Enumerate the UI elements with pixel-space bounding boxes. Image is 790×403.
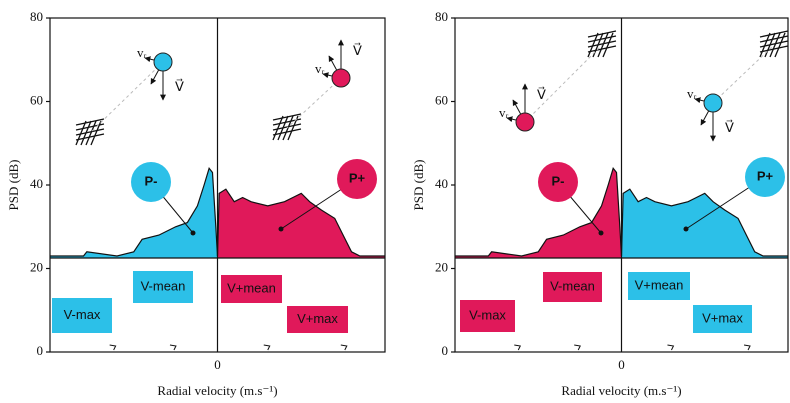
pointer-dot — [278, 226, 284, 232]
y-tick-label: 40 — [30, 176, 43, 191]
hatch — [85, 120, 97, 146]
hatch — [759, 32, 771, 58]
particle-badge — [745, 157, 785, 197]
spectrum-line — [216, 188, 385, 257]
dotted-path — [89, 61, 164, 134]
velocity-label: V+mean — [227, 280, 276, 295]
y-axis-label: PSD (dB) — [6, 160, 21, 211]
particle-label: P+ — [757, 168, 774, 183]
hatch — [759, 45, 789, 53]
vector-label: V⃗ — [537, 87, 546, 102]
hatch — [769, 32, 781, 58]
hatch — [75, 128, 105, 136]
vector-label: vᵣ — [137, 45, 147, 60]
hatch — [272, 123, 302, 131]
y-tick-label: 0 — [442, 343, 449, 358]
tick-marker — [667, 344, 675, 351]
hatch — [587, 45, 617, 53]
tick-marker — [263, 344, 271, 351]
area-fill — [621, 189, 788, 258]
particle-badge — [337, 159, 377, 199]
hatch — [774, 32, 786, 58]
spectrum-line — [50, 167, 219, 257]
vector-label: vᵣ — [315, 61, 325, 76]
y-tick-label: 40 — [435, 176, 448, 191]
hatch — [75, 133, 105, 141]
tick-marker — [743, 344, 751, 351]
y-tick-label: 0 — [37, 343, 44, 358]
hatch — [90, 120, 102, 146]
tick-marker — [340, 344, 348, 351]
particle-label: P- — [145, 173, 158, 188]
velocity-box — [52, 298, 112, 333]
particle-badge — [538, 162, 578, 202]
velocity-box — [543, 272, 602, 302]
velocity-box — [693, 305, 752, 333]
pointer-dot — [683, 226, 689, 232]
x-tick-label: 0 — [214, 357, 221, 372]
x-tick-label: 0 — [618, 357, 625, 372]
velocity-label: V-mean — [141, 278, 186, 293]
velocity-box — [221, 275, 282, 303]
velocity-label: V+mean — [635, 277, 684, 292]
y-tick-label: 60 — [30, 92, 43, 107]
particle-badge — [131, 162, 171, 202]
tick-marker — [514, 344, 522, 351]
velocity-label: V-max — [64, 307, 101, 322]
particle — [515, 112, 535, 132]
dotted-path — [712, 44, 775, 104]
vector-label: V⃗ — [725, 120, 734, 135]
hatch — [587, 32, 599, 58]
dotted-path — [286, 77, 342, 129]
particle — [153, 52, 173, 72]
hatch — [759, 40, 789, 48]
particle-label: P+ — [349, 170, 366, 185]
pointer-dot — [598, 230, 604, 236]
y-tick-label: 60 — [435, 92, 448, 107]
velocity-box — [628, 272, 690, 300]
velocity-label: V-max — [469, 307, 506, 322]
velocity-label: V+max — [702, 310, 743, 325]
hatch — [272, 128, 302, 136]
tick-marker — [169, 344, 177, 351]
particle — [703, 93, 723, 113]
hatch — [75, 120, 87, 146]
hatch — [282, 115, 294, 141]
tick-marker — [109, 344, 117, 351]
vector-label: vᵣ — [687, 86, 697, 101]
spectrum-line — [455, 167, 623, 257]
x-axis-label: Radial velocity (m.s⁻¹) — [157, 383, 277, 398]
y-tick-label: 20 — [30, 259, 43, 274]
vector-label: V⃗ — [353, 43, 362, 58]
spectrum-line — [620, 188, 788, 257]
particle — [331, 68, 351, 88]
particle-label: P- — [552, 173, 565, 188]
velocity-label: V-mean — [550, 278, 595, 293]
velocity-box — [460, 300, 515, 332]
area-fill — [455, 168, 622, 258]
area-fill — [217, 189, 385, 258]
area-fill — [50, 168, 218, 258]
vector-label: V⃗ — [175, 79, 184, 94]
y-tick-label: 80 — [435, 9, 448, 24]
y-tick-label: 20 — [435, 259, 448, 274]
hatch — [597, 32, 609, 58]
vector-label: vᵣ — [499, 105, 509, 120]
hatch — [602, 32, 614, 58]
dotted-path — [524, 44, 603, 123]
x-axis-label: Radial velocity (m.s⁻¹) — [561, 383, 681, 398]
y-axis-label: PSD (dB) — [411, 160, 426, 211]
hatch — [587, 40, 617, 48]
velocity-box — [287, 306, 348, 333]
tick-marker — [574, 344, 581, 351]
pointer-dot — [190, 230, 196, 236]
hatch — [272, 115, 284, 141]
velocity-box — [133, 271, 193, 303]
y-tick-label: 80 — [30, 9, 43, 24]
velocity-label: V+max — [297, 311, 338, 326]
